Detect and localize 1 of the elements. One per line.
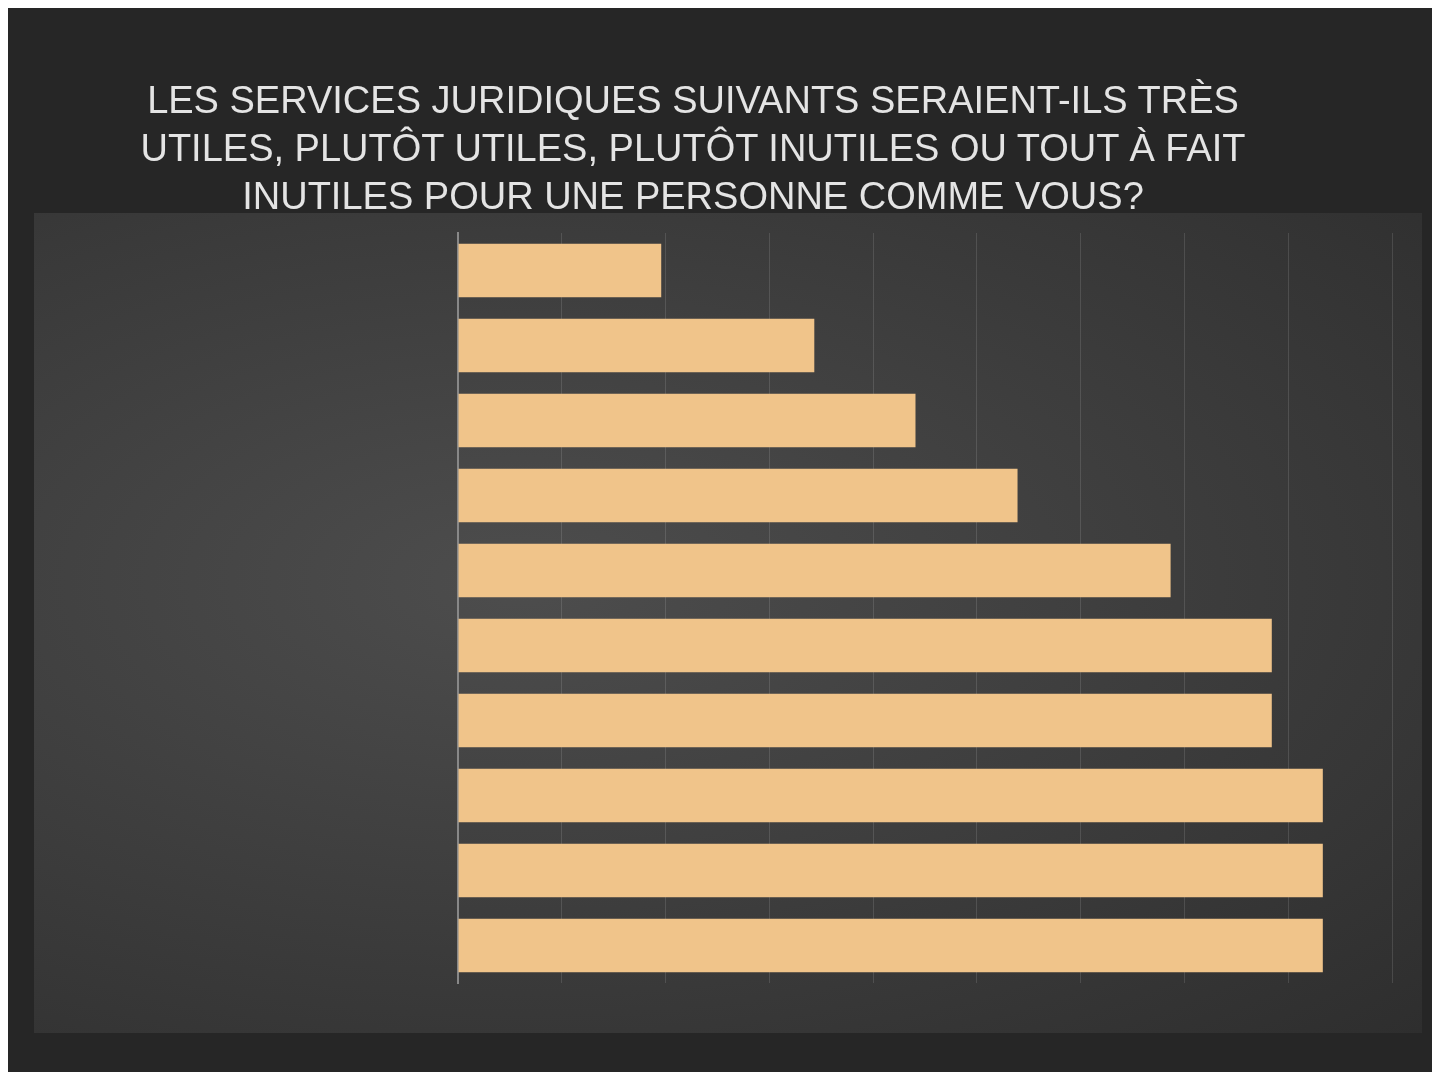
chart-title: LES SERVICES JURIDIQUES SUIVANTS SERAIENT-ILS TRÈS UTILES, PLUTÔT UTILES, PLUTÔT INUTILES OU TOUT À FAIT INUTILES POUR UNE PERSONNE COMME VOUS? (139, 78, 1247, 219)
